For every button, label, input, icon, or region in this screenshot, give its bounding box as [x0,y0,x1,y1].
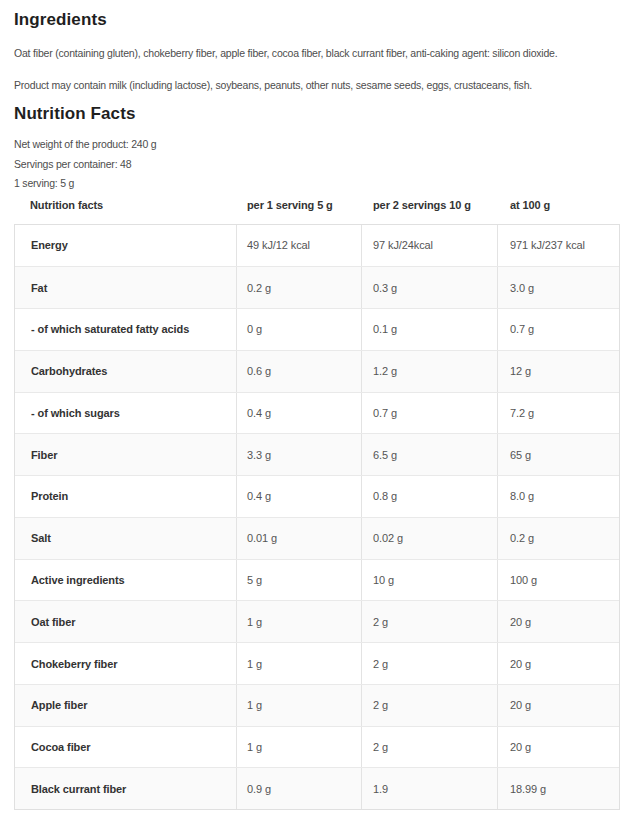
row-label: Salt [15,518,236,559]
row-value: 18.99 g [497,768,619,809]
row-value: 0.4 g [236,476,361,517]
row-label: Energy [15,225,236,267]
column-header: Nutrition facts [14,198,237,212]
product-meta-line: Servings per container: 48 [14,155,620,175]
nutrition-table-body: Energy49 kJ/12 kcal97 kJ/24kcal971 kJ/23… [14,224,620,811]
row-value: 20 g [497,643,619,684]
row-value: 20 g [497,685,619,726]
nutrition-table-header: Nutrition factsper 1 serving 5 gper 2 se… [14,198,620,212]
product-meta-line: 1 serving: 5 g [14,174,620,194]
product-nutrition-page: Ingredients Oat fiber (containing gluten… [0,0,634,810]
allergen-paragraph: Product may contain milk (including lact… [14,78,620,93]
table-row: Chokeberry fiber1 g2 g20 g [15,642,619,684]
row-label: Active ingredients [15,560,236,601]
row-value: 0.4 g [236,393,361,434]
row-value: 3.3 g [236,434,361,475]
row-label: Oat fiber [15,601,236,642]
nutrition-facts-title: Nutrition Facts [14,103,620,124]
row-value: 7.2 g [497,393,619,434]
table-row: Cocoa fiber1 g2 g20 g [15,726,619,768]
row-label: Chokeberry fiber [15,643,236,684]
row-value: 3.0 g [497,267,619,308]
product-meta-line: Net weight of the product: 240 g [14,135,620,155]
product-meta: Net weight of the product: 240 gServings… [14,135,620,194]
table-row: Fiber3.3 g6.5 g65 g [15,433,619,475]
row-value: 49 kJ/12 kcal [236,225,361,267]
table-row: - of which saturated fatty acids0 g0.1 g… [15,308,619,350]
row-label: Black currant fiber [15,768,236,809]
row-value: 0.02 g [361,518,497,559]
row-value: 0.2 g [497,518,619,559]
table-row: Energy49 kJ/12 kcal97 kJ/24kcal971 kJ/23… [15,225,619,267]
row-value: 1 g [236,685,361,726]
row-value: 5 g [236,560,361,601]
table-row: Active ingredients5 g10 g100 g [15,559,619,601]
row-value: 1 g [236,643,361,684]
row-value: 1.9 [361,768,497,809]
row-value: 6.5 g [361,434,497,475]
row-value: 8.0 g [497,476,619,517]
row-value: 2 g [361,643,497,684]
row-value: 0.01 g [236,518,361,559]
row-value: 0.6 g [236,351,361,392]
row-label: - of which saturated fatty acids [15,309,236,350]
table-row: Salt0.01 g0.02 g0.2 g [15,517,619,559]
ingredients-title: Ingredients [14,10,620,30]
row-value: 0.1 g [361,309,497,350]
row-value: 97 kJ/24kcal [361,225,497,267]
table-row: Black currant fiber0.9 g1.918.99 g [15,767,619,809]
row-value: 1 g [236,601,361,642]
table-row: Apple fiber1 g2 g20 g [15,684,619,726]
table-row: Protein0.4 g0.8 g8.0 g [15,475,619,517]
row-value: 2 g [361,727,497,768]
row-value: 20 g [497,727,619,768]
row-value: 971 kJ/237 kcal [497,225,619,267]
row-value: 1.2 g [361,351,497,392]
row-value: 0.2 g [236,267,361,308]
row-value: 0 g [236,309,361,350]
column-header: at 100 g [498,198,620,212]
row-value: 1 g [236,727,361,768]
row-value: 2 g [361,601,497,642]
row-label: Protein [15,476,236,517]
table-row: Fat0.2 g0.3 g3.0 g [15,266,619,308]
column-header: per 2 servings 10 g [362,198,498,212]
table-row: - of which sugars0.4 g0.7 g7.2 g [15,392,619,434]
row-label: Apple fiber [15,685,236,726]
row-label: Cocoa fiber [15,727,236,768]
row-value: 10 g [361,560,497,601]
row-value: 12 g [497,351,619,392]
row-value: 0.8 g [361,476,497,517]
row-value: 2 g [361,685,497,726]
column-header: per 1 serving 5 g [237,198,362,212]
row-value: 100 g [497,560,619,601]
ingredients-paragraph: Oat fiber (containing gluten), chokeberr… [14,46,620,61]
table-row: Oat fiber1 g2 g20 g [15,600,619,642]
table-row: Carbohydrates0.6 g1.2 g12 g [15,350,619,392]
row-label: - of which sugars [15,393,236,434]
row-label: Fat [15,267,236,308]
row-value: 0.9 g [236,768,361,809]
row-value: 65 g [497,434,619,475]
row-label: Fiber [15,434,236,475]
row-value: 20 g [497,601,619,642]
row-value: 0.7 g [497,309,619,350]
row-label: Carbohydrates [15,351,236,392]
row-value: 0.7 g [361,393,497,434]
row-value: 0.3 g [361,267,497,308]
